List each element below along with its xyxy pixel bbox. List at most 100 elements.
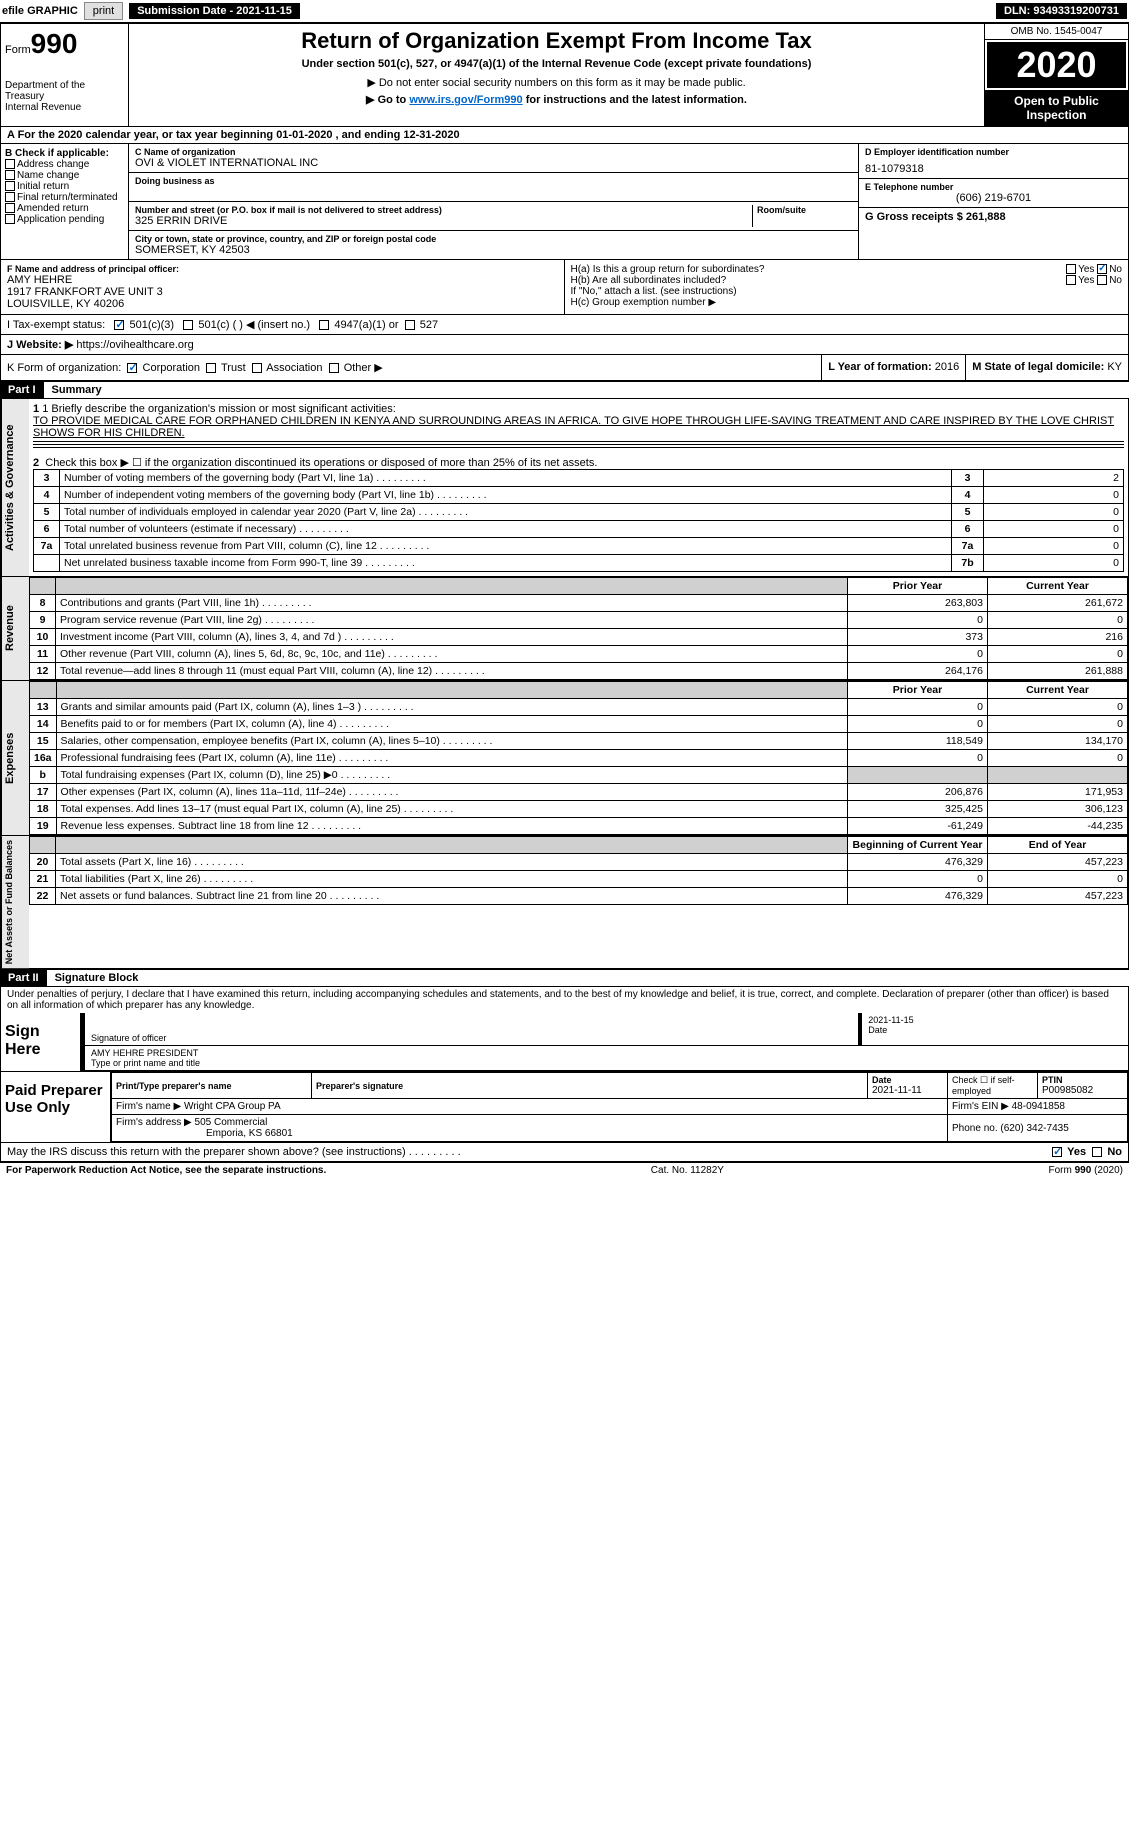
line-num: 10 [30,629,56,646]
hb-label: H(b) Are all subordinates included? [571,275,727,286]
current-value: 261,888 [988,663,1128,680]
org-name: OVI & VIOLET INTERNATIONAL INC [135,157,852,169]
firm-addr-label: Firm's address ▶ [116,1117,195,1128]
mission-text: TO PROVIDE MEDICAL CARE FOR ORPHANED CHI… [33,415,1124,439]
chk-hb-yes[interactable] [1066,275,1076,285]
org-name-label: C Name of organization [135,147,852,157]
line-desc: Revenue less expenses. Subtract line 18 … [56,818,847,835]
line-desc: Net unrelated business taxable income fr… [60,555,952,572]
line-value: 0 [984,521,1124,538]
col-header: Prior Year [848,578,988,595]
prior-value: 476,329 [848,854,988,871]
ein-label: D Employer identification number [865,147,1122,157]
line-num: 18 [30,801,57,818]
note-goto: ▶ Go to www.irs.gov/Form990 for instruct… [133,93,980,106]
discuss-question: May the IRS discuss this return with the… [7,1146,461,1158]
chk-address-change[interactable] [5,159,15,169]
line-num: 7a [34,538,60,555]
section-net-assets: Net Assets or Fund Balances [1,836,29,968]
chk-ha-no[interactable] [1097,264,1107,274]
ptin-label: PTIN [1042,1075,1123,1085]
chk-trust[interactable] [206,363,216,373]
form-org-label: K Form of organization: [7,362,121,374]
line-box: 5 [952,504,984,521]
footer-catno: Cat. No. 11282Y [651,1165,724,1176]
current-value: 457,223 [988,888,1128,905]
col-header: End of Year [988,837,1128,854]
line-desc: Other expenses (Part IX, column (A), lin… [56,784,847,801]
note-ssn: ▶ Do not enter social security numbers o… [133,76,980,89]
line-num: 8 [30,595,56,612]
year-formation: L Year of formation: [828,361,935,373]
penalties-text: Under penalties of perjury, I declare th… [0,987,1129,1013]
line-num: 20 [30,854,56,871]
chk-name-change[interactable] [5,170,15,180]
printed-name-label: Type or print name and title [91,1058,1122,1068]
prior-value: 118,549 [848,733,988,750]
chk-501c[interactable] [183,320,193,330]
part2-title: Signature Block [47,970,147,986]
line-desc: Contributions and grants (Part VIII, lin… [56,595,848,612]
prior-value: 263,803 [848,595,988,612]
chk-hb-no[interactable] [1097,275,1107,285]
current-value: 261,672 [988,595,1128,612]
mission-label: 1 1 Briefly describe the organization's … [33,403,1124,415]
prior-value: 325,425 [848,801,988,818]
current-value [988,767,1128,784]
website-label: J Website: ▶ [7,339,76,351]
line-desc: Total expenses. Add lines 13–17 (must eq… [56,801,847,818]
line-num: 11 [30,646,56,663]
form-label: Form [5,44,31,56]
prior-value [848,767,988,784]
firm-ein-label: Firm's EIN ▶ [952,1101,1012,1112]
chk-501c3[interactable] [114,320,124,330]
chk-amended[interactable] [5,203,15,213]
current-value: 0 [988,871,1128,888]
chk-527[interactable] [405,320,415,330]
line-desc: Professional fundraising fees (Part IX, … [56,750,847,767]
omb-number: OMB No. 1545-0047 [985,24,1128,40]
line-num: 19 [30,818,57,835]
chk-other[interactable] [329,363,339,373]
dba-label: Doing business as [135,176,852,186]
line2-text: Check this box ▶ ☐ if the organization d… [45,457,597,469]
chk-ha-yes[interactable] [1066,264,1076,274]
section-revenue: Revenue [1,577,29,680]
line-desc: Salaries, other compensation, employee b… [56,733,847,750]
line-value: 0 [984,504,1124,521]
line-num: 5 [34,504,60,521]
line-box: 4 [952,487,984,504]
irs-link[interactable]: www.irs.gov/Form990 [409,94,522,106]
prior-value: 264,176 [848,663,988,680]
hb-note: If "No," attach a list. (see instruction… [571,286,1123,297]
prep-date-label: Date [872,1075,943,1085]
chk-final-return[interactable] [5,192,15,202]
city-label: City or town, state or province, country… [135,234,852,244]
line-num: 4 [34,487,60,504]
chk-corp[interactable] [127,363,137,373]
chk-assoc[interactable] [252,363,262,373]
current-value: -44,235 [988,818,1128,835]
current-value: 134,170 [988,733,1128,750]
chk-discuss-yes[interactable] [1052,1147,1062,1157]
chk-initial-return[interactable] [5,181,15,191]
line-num: 15 [30,733,57,750]
submission-date: Submission Date - 2021-11-15 [129,3,300,19]
officer-addr2: LOUISVILLE, KY 40206 [7,298,558,310]
dept-irs: Internal Revenue [5,102,124,113]
line-num: 9 [30,612,56,629]
website-value: https://ovihealthcare.org [76,339,193,351]
dln: DLN: 93493319200731 [996,3,1127,19]
chk-pending[interactable] [5,214,15,224]
current-value: 0 [988,612,1128,629]
officer-label: F Name and address of principal officer: [7,264,558,274]
chk-discuss-no[interactable] [1092,1147,1102,1157]
form-number: 990 [31,28,78,59]
tax-year: 2020 [987,42,1126,88]
col-header: Current Year [988,578,1128,595]
ptin-value: P00985082 [1042,1085,1093,1096]
print-button[interactable]: print [84,2,123,20]
chk-4947[interactable] [319,320,329,330]
officer-addr1: 1917 FRANKFORT AVE UNIT 3 [7,286,558,298]
footer-form: Form 990 (2020) [1049,1165,1123,1176]
